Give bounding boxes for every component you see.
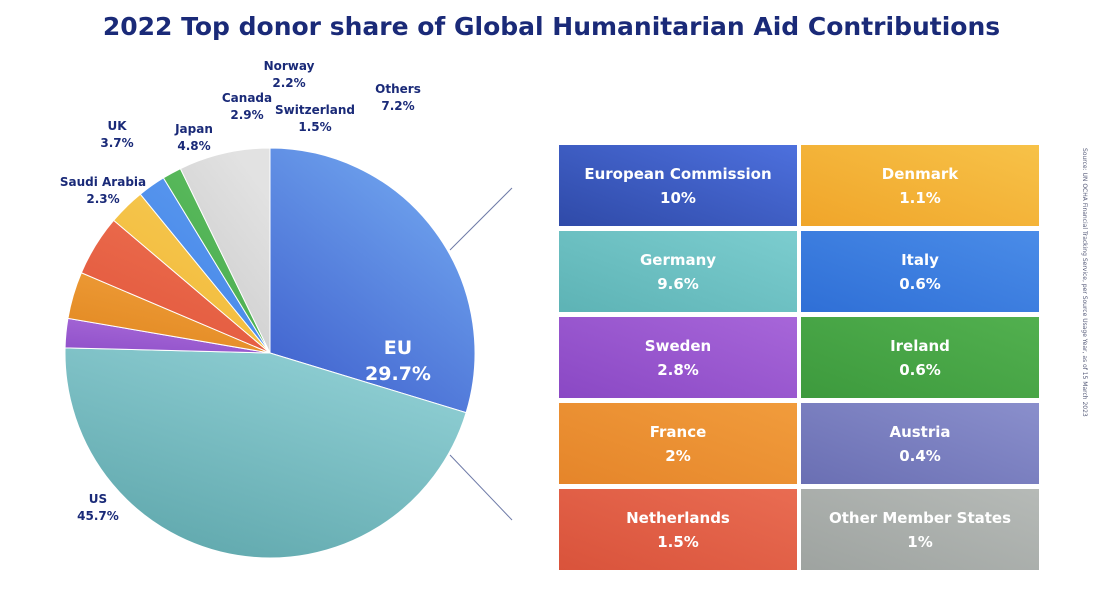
- pie-value-norway: 2.2%: [272, 76, 305, 90]
- source-note: Source: UN OCHA Financial Tracking Servi…: [1081, 148, 1088, 417]
- pie-value-uk: 3.7%: [100, 136, 133, 150]
- pie-label-eu: EU: [384, 337, 412, 359]
- eu-cell-label: Denmark: [881, 164, 959, 183]
- eu-cell-european-commission: European Commission 10%: [559, 145, 797, 226]
- pie-label-us: US: [89, 492, 107, 506]
- eu-cell-austria: Austria 0.4%: [801, 403, 1039, 484]
- eu-cell-sweden: Sweden 2.8%: [559, 317, 797, 398]
- pie-label-norway: Norway: [264, 59, 315, 73]
- eu-cell-value: 1.1%: [899, 188, 941, 207]
- eu-cell-label: Other Member States: [828, 508, 1012, 527]
- eu-cell-label: European Commission: [584, 164, 772, 183]
- eu-cell-value: 2%: [665, 446, 691, 465]
- eu-cell-italy: Italy 0.6%: [801, 231, 1039, 312]
- pie-label-uk: UK: [107, 119, 127, 133]
- pie-label-saudi-arabia: Saudi Arabia: [60, 175, 146, 189]
- eu-breakdown-table: European Commission 10% Denmark 1.1% Germany…: [559, 145, 1039, 570]
- pie-labels: EU 29.7% US 45.7% Saudi Arabia 2.3% UK 3.7% Japa…: [60, 59, 431, 523]
- connector-line-top: [449, 187, 513, 251]
- pie-value-others: 7.2%: [381, 99, 414, 113]
- eu-cell-denmark: Denmark 1.1%: [801, 145, 1039, 226]
- pie-slice-us: [64, 347, 467, 559]
- eu-cell-value: 2.8%: [657, 360, 699, 379]
- eu-cell-label: France: [649, 422, 707, 441]
- pie-slice-others: [179, 147, 271, 354]
- pie-label-others: Others: [375, 82, 421, 96]
- pie-value-saudi-arabia: 2.3%: [86, 192, 119, 206]
- pie-slices: [64, 147, 476, 559]
- eu-cell-label: Austria: [889, 422, 951, 441]
- eu-cell-label: Sweden: [644, 336, 712, 355]
- eu-cell-value: 0.6%: [899, 360, 941, 379]
- pie-value-japan: 4.8%: [177, 139, 210, 153]
- pie-value-eu: 29.7%: [365, 363, 431, 385]
- eu-cell-value: 0.4%: [899, 446, 941, 465]
- pie-label-japan: Japan: [174, 122, 213, 136]
- pie-slice-eu: [269, 147, 476, 414]
- pie-value-canada: 2.9%: [230, 108, 263, 122]
- eu-cell-value: 9.6%: [657, 274, 699, 293]
- connector-lines: [449, 187, 513, 521]
- eu-cell-ireland: Ireland 0.6%: [801, 317, 1039, 398]
- eu-cell-value: 1%: [907, 532, 933, 551]
- eu-cell-value: 0.6%: [899, 274, 941, 293]
- chart-title: 2022 Top donor share of Global Humanitar…: [102, 12, 1001, 41]
- pie-value-us: 45.7%: [77, 509, 119, 523]
- eu-cell-france: France 2%: [559, 403, 797, 484]
- eu-cell-label: Ireland: [890, 336, 950, 355]
- eu-cell-label: Netherlands: [626, 508, 730, 527]
- pie-value-switzerland: 1.5%: [298, 120, 331, 134]
- connector-line-bottom: [449, 454, 513, 521]
- eu-cell-value: 10%: [660, 188, 696, 207]
- eu-cell-other-member-states: Other Member States 1%: [801, 489, 1039, 570]
- pie-label-canada: Canada: [222, 91, 272, 105]
- eu-cell-netherlands: Netherlands 1.5%: [559, 489, 797, 570]
- eu-cell-label: Italy: [901, 250, 939, 269]
- eu-cell-label: Germany: [639, 250, 717, 269]
- pie-label-switzerland: Switzerland: [275, 103, 355, 117]
- eu-cell-germany: Germany 9.6%: [559, 231, 797, 312]
- eu-cell-value: 1.5%: [657, 532, 699, 551]
